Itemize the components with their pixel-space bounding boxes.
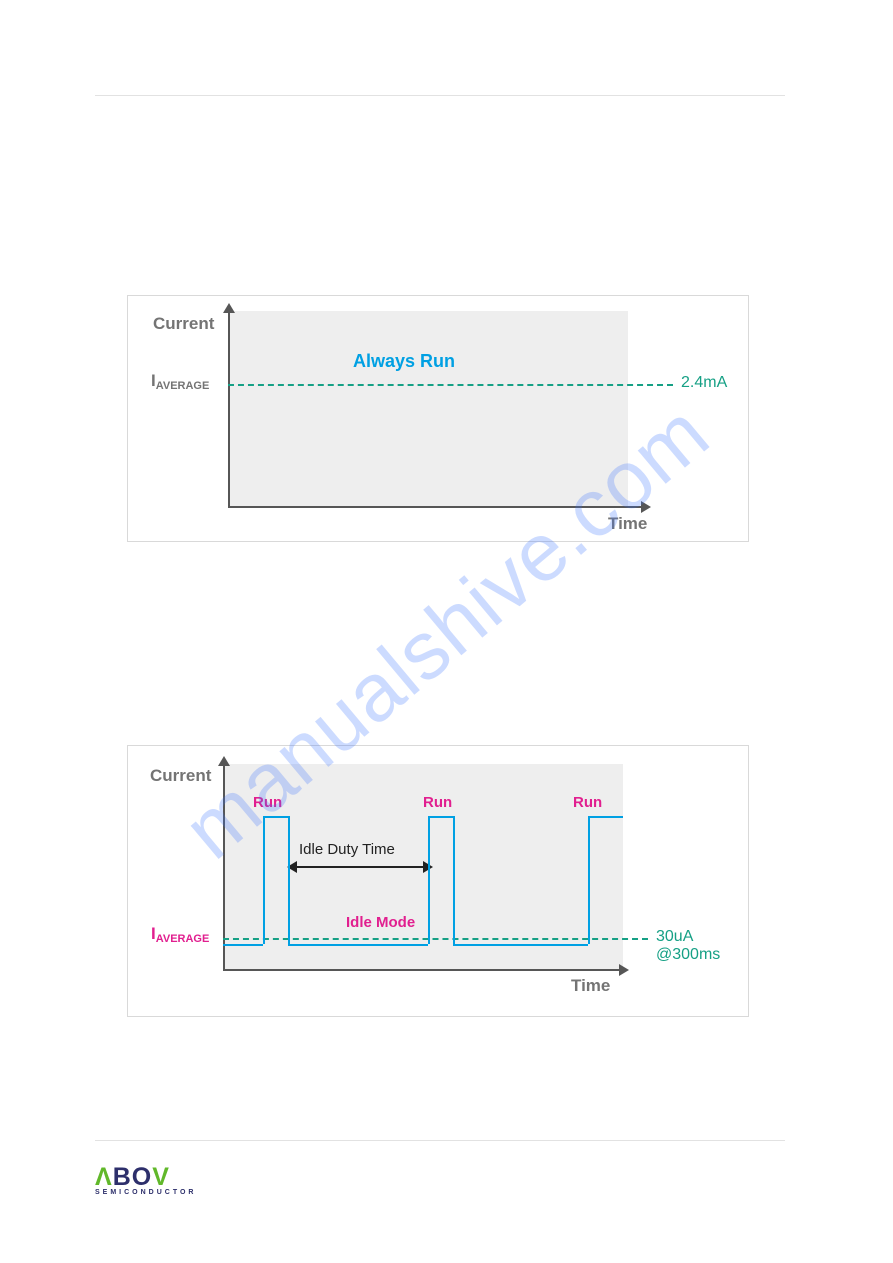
- run-label-3: Run: [573, 794, 602, 811]
- wave-seg: [453, 816, 455, 944]
- document-page: Current Time IAVERAGE Always Run 2.4mA C…: [0, 0, 893, 1263]
- footer-rule: [95, 1140, 785, 1141]
- logo-letter-v: V: [152, 1163, 170, 1191]
- wave-seg: [263, 816, 288, 818]
- x-axis: [223, 969, 621, 971]
- i-average-label: IAVERAGE: [151, 371, 209, 391]
- wave-seg: [588, 816, 590, 944]
- always-run-title: Always Run: [353, 351, 455, 372]
- header-rule: [95, 95, 785, 96]
- wave-seg: [288, 816, 290, 944]
- abov-logo-sub: SEMICONDUCTOR: [95, 1189, 215, 1196]
- y-axis: [228, 311, 230, 506]
- plot-area-top: [228, 311, 628, 506]
- wave-seg: [428, 816, 453, 818]
- i-average-label: IAVERAGE: [151, 924, 209, 944]
- wave-seg: [223, 944, 263, 946]
- logo-letter-bo: BO: [113, 1163, 153, 1191]
- iavg-sub: AVERAGE: [156, 933, 210, 945]
- idle-mode-label: Idle Mode: [346, 914, 415, 931]
- iavg-sub: AVERAGE: [156, 380, 210, 392]
- x-axis-label: Time: [571, 976, 610, 996]
- wave-seg: [288, 944, 428, 946]
- avg-current-annotation: 2.4mA: [681, 374, 727, 392]
- logo-letter-a: Λ: [95, 1163, 113, 1191]
- run-label-2: Run: [423, 794, 452, 811]
- avg-dashed-line: [223, 938, 648, 940]
- wave-seg: [428, 816, 430, 944]
- abov-logo: ΛBOV SEMICONDUCTOR: [95, 1165, 215, 1207]
- avg-current-annotation: 30uA @300ms: [656, 928, 748, 964]
- figure-always-run-frame: Current Time IAVERAGE Always Run 2.4mA: [127, 295, 749, 542]
- x-axis: [228, 506, 643, 508]
- abov-logo-main: ΛBOV: [95, 1165, 215, 1190]
- wave-seg: [263, 816, 265, 944]
- figure-idle-mode-frame: Current Time IAVERAGE Run Run Run Idle M…: [127, 745, 749, 1017]
- run-label-1: Run: [253, 794, 282, 811]
- wave-seg: [588, 816, 623, 818]
- y-axis-label: Current: [150, 766, 211, 786]
- wave-seg: [453, 944, 588, 946]
- x-axis-label: Time: [608, 514, 647, 534]
- idle-duty-label: Idle Duty Time: [299, 841, 395, 858]
- idle-duty-arrow: [295, 866, 425, 868]
- y-axis-label: Current: [153, 314, 214, 334]
- avg-current-line: [228, 384, 673, 386]
